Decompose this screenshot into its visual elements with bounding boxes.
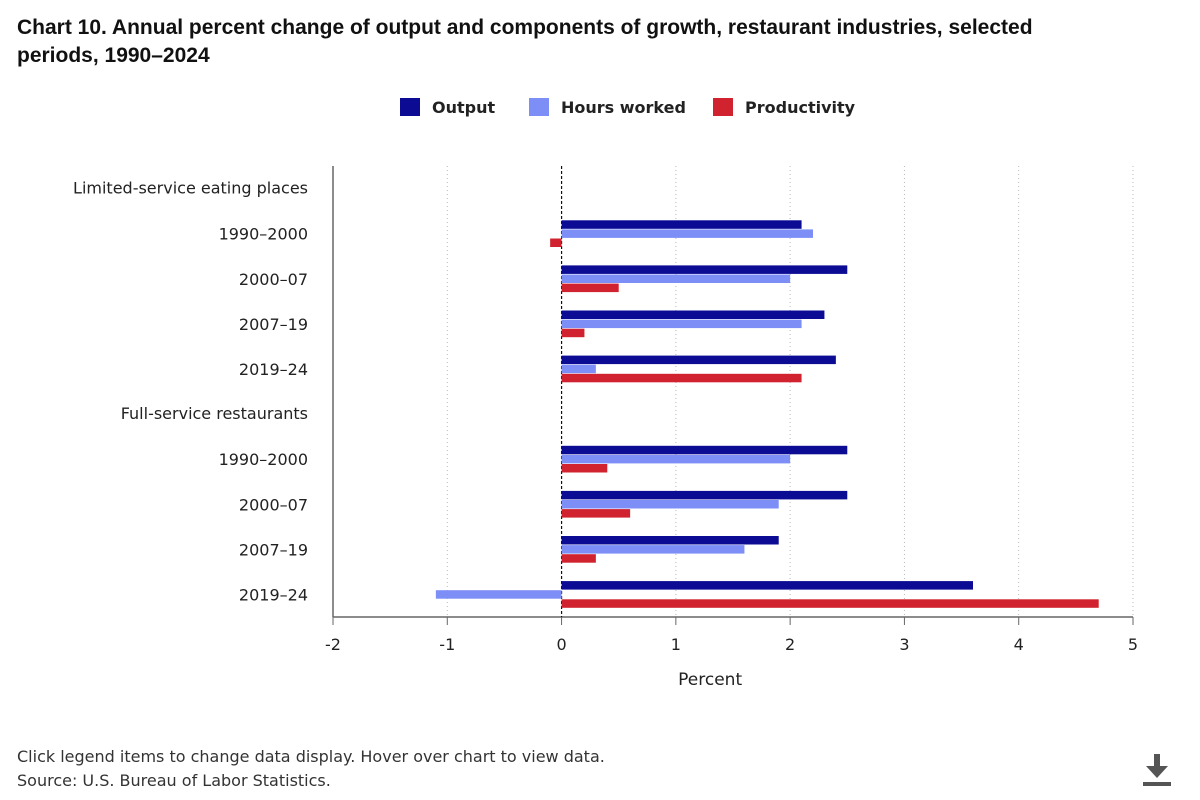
chart-title: Chart 10. Annual percent change of outpu… [17,16,1033,67]
bar-output [561,536,779,545]
bar-hours-worked [561,364,596,374]
x-tick-label: 3 [899,635,909,654]
x-axis-label: Percent [678,670,742,690]
category-label: 2019–24 [239,360,308,379]
bar-hours-worked [561,500,779,509]
bar-hours-worked [561,274,791,283]
legend-item-output[interactable]: Output [400,94,495,120]
x-tick-label: 5 [1128,635,1138,654]
category-label: 2007–19 [239,540,308,559]
bar-chart[interactable]: -2 -1 0 1 2 3 4 5 Percent Limited-service eating … [0,0,1200,720]
bar-hours-worked [561,454,791,464]
download-icon[interactable] [1140,752,1174,788]
x-tick-label: -2 [325,635,341,654]
legend-swatch-hours-worked [529,98,549,116]
legend-item-hours-worked[interactable]: Hours worked [529,94,686,120]
footer-source: Source: U.S. Bureau of Labor Statistics. [17,771,331,790]
x-tick-label: 2 [785,635,795,654]
bar-output [561,265,848,274]
category-label: 2007–19 [239,315,308,334]
group-label: Limited-service eating places [73,179,308,198]
footer-note: Click legend items to change data displa… [17,747,605,766]
bar-hours-worked [561,229,813,238]
legend-swatch-output [400,98,420,116]
bar-hours-worked [435,590,562,599]
bar-productivity [561,373,802,383]
legend-swatch-productivity [713,98,733,116]
legend-label-productivity: Productivity [745,97,856,117]
bar-hours-worked [561,319,802,329]
x-tick-label: -1 [439,635,455,654]
category-label: 1990–2000 [219,450,308,469]
bar-productivity [561,509,631,518]
x-tick-label: 1 [671,635,681,654]
bar-output [561,355,836,365]
category-label: 2000–07 [239,495,308,514]
group-label: Full-service restaurants [121,404,308,423]
bar-productivity [550,238,562,247]
bar-productivity [561,464,608,473]
bar-productivity [561,328,585,338]
bar-productivity [561,554,596,563]
bar-productivity [561,599,1099,608]
bar-output [561,581,973,590]
chart-legend: Output Hours worked Productivity [0,94,1200,120]
bar-productivity [561,283,619,293]
x-tick-label: 4 [1014,635,1024,654]
bar-output [561,220,802,229]
x-tick-label: 0 [556,635,566,654]
category-label: 2000–07 [239,270,308,289]
bar-hours-worked [561,545,745,554]
category-label: 1990–2000 [219,225,308,244]
bar-output [561,310,825,319]
legend-item-productivity[interactable]: Productivity [713,94,855,120]
category-label: 2019–24 [239,585,308,604]
legend-label-output: Output [432,97,496,117]
chart-footer: Click legend items to change data displa… [17,745,605,793]
bar-output [561,445,848,455]
bar-output [561,490,848,500]
legend-label-hours-worked: Hours worked [561,97,686,117]
